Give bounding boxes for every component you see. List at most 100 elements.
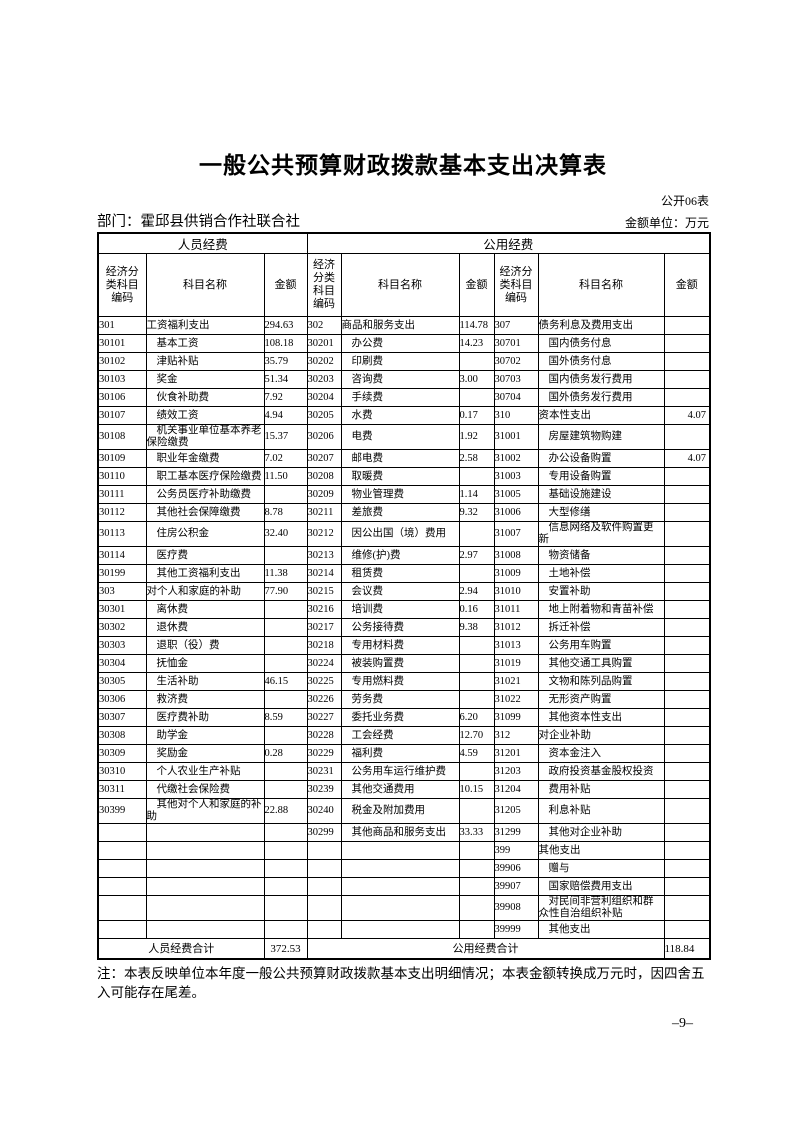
subject-name-cell: 奖励金	[145, 744, 265, 763]
amount-cell	[663, 636, 711, 655]
amount-cell	[263, 485, 308, 504]
subject-name-cell: 基本工资	[145, 334, 265, 353]
subject-name-cell: 伙食补助费	[145, 388, 265, 407]
table-row: 39999 其他支出	[97, 920, 711, 939]
subject-code-cell: 30240	[306, 798, 342, 824]
amount-cell	[458, 762, 495, 781]
subject-code-cell: 30302	[97, 618, 147, 637]
subject-name-cell: 无形资产购置	[537, 690, 665, 709]
amount-cell	[263, 780, 308, 799]
amount-cell: 6.20	[458, 708, 495, 727]
amount-cell	[458, 388, 495, 407]
amount-cell: 294.63	[263, 316, 308, 335]
table-row: 30112 其他社会保障缴费 8.78 30211 差旅费 9.32 31006 大型修缮	[97, 503, 711, 522]
subject-name-cell: 退职（役）费	[145, 636, 265, 655]
subject-name-cell: 个人农业生产补贴	[145, 762, 265, 781]
table-row: 30103 奖金 51.34 30203 咨询费 3.00 30703 国内债务发行费用	[97, 370, 711, 389]
table-row: 30106 伙食补助费 7.92 30204 手续费 30704 国外债务发行费用	[97, 388, 711, 407]
subject-code-cell	[306, 841, 342, 860]
subject-code-cell: 30311	[97, 780, 147, 799]
amount-cell	[263, 546, 308, 565]
public-total-label: 公用经费合计	[306, 938, 665, 960]
amount-cell	[263, 726, 308, 745]
amount-cell: 1.14	[458, 485, 495, 504]
table-row: 301 工资福利支出 294.63 302 商品和服务支出 114.78 307 债务利息及费…	[97, 316, 711, 335]
amount-cell: 8.78	[263, 503, 308, 522]
subject-code-cell: 30206	[306, 424, 342, 450]
subject-name-cell: 土地补偿	[537, 564, 665, 583]
subject-code-cell: 39908	[493, 895, 539, 921]
subject-name-cell: 医疗费	[145, 546, 265, 565]
subject-name-cell: 租赁费	[340, 564, 460, 583]
amount-cell	[458, 564, 495, 583]
table-row: 399 其他支出	[97, 841, 711, 860]
subject-name-cell: 对企业补助	[537, 726, 665, 745]
amount-cell: 2.94	[458, 582, 495, 601]
subject-name-cell: 信息网络及软件购置更新	[537, 521, 665, 547]
amount-cell	[263, 877, 308, 896]
unit-label: 金额单位：万元	[624, 216, 709, 230]
subject-name-cell: 抚恤金	[145, 654, 265, 673]
subject-name-cell: 拆迁补偿	[537, 618, 665, 637]
subject-name-cell: 其他交通工具购置	[537, 654, 665, 673]
amount-cell	[663, 762, 711, 781]
amount-cell	[458, 352, 495, 371]
subject-name-cell: 机关事业单位基本养老保险缴费	[145, 424, 265, 450]
col-header-amount-2: 金额	[458, 253, 495, 317]
subject-name-cell: 被装购置费	[340, 654, 460, 673]
subject-code-cell: 30199	[97, 564, 147, 583]
amount-cell: 32.40	[263, 521, 308, 547]
subject-name-cell: 公务用车运行维护费	[340, 762, 460, 781]
table-row: 30109 职业年金缴费 7.02 30207 邮电费 2.58 31002 办公设备购置 4.…	[97, 449, 711, 468]
subject-name-cell: 工会经费	[340, 726, 460, 745]
subject-name-cell: 国内债务付息	[537, 334, 665, 353]
subject-name-cell: 费用补贴	[537, 780, 665, 799]
amount-cell	[458, 859, 495, 878]
subject-name-cell: 印刷费	[340, 352, 460, 371]
subject-code-cell: 30299	[306, 823, 342, 842]
subject-code-cell: 39906	[493, 859, 539, 878]
subject-name-cell: 其他商品和服务支出	[340, 823, 460, 842]
amount-cell	[663, 546, 711, 565]
subject-name-cell: 奖金	[145, 370, 265, 389]
subject-name-cell: 对民间非营利组织和群众性自治组织补贴	[537, 895, 665, 921]
subject-name-cell: 其他对个人和家庭的补助	[145, 798, 265, 824]
amount-cell	[458, 654, 495, 673]
subject-code-cell: 30102	[97, 352, 147, 371]
subject-code-cell: 30239	[306, 780, 342, 799]
subject-name-cell: 委托业务费	[340, 708, 460, 727]
subject-name-cell: 对个人和家庭的补助	[145, 582, 265, 601]
col-header-code-1: 经济分 类科目 编码	[97, 253, 147, 317]
subject-code-cell: 301	[97, 316, 147, 335]
amount-cell	[663, 582, 711, 601]
amount-cell	[663, 467, 711, 486]
subject-code-cell: 30103	[97, 370, 147, 389]
subject-name-cell: 生活补助	[145, 672, 265, 691]
subject-code-cell: 30224	[306, 654, 342, 673]
subject-code-cell: 31003	[493, 467, 539, 486]
subject-code-cell: 30111	[97, 485, 147, 504]
table-row: 30302 退休费 30217 公务接待费 9.38 31012 拆迁补偿	[97, 618, 711, 637]
subject-name-cell	[340, 859, 460, 878]
personnel-total-label: 人员经费合计	[97, 938, 265, 960]
amount-cell: 14.23	[458, 334, 495, 353]
subject-name-cell: 会议费	[340, 582, 460, 601]
amount-cell	[263, 654, 308, 673]
amount-cell	[458, 636, 495, 655]
department-label: 部门：霍邱县供销合作社联合社	[97, 214, 300, 230]
amount-cell: 33.33	[458, 823, 495, 842]
table-row: 30309 奖励金 0.28 30229 福利费 4.59 31201 资本金注入	[97, 744, 711, 763]
subject-code-cell: 31013	[493, 636, 539, 655]
amount-cell	[663, 708, 711, 727]
subject-name-cell: 取暖费	[340, 467, 460, 486]
subject-code-cell	[97, 859, 147, 878]
subject-code-cell: 39907	[493, 877, 539, 896]
subject-code-cell: 30211	[306, 503, 342, 522]
subject-code-cell	[306, 895, 342, 921]
amount-cell	[663, 388, 711, 407]
amount-cell	[663, 920, 711, 939]
subject-code-cell: 30309	[97, 744, 147, 763]
table-body: 301 工资福利支出 294.63 302 商品和服务支出 114.78 307 债务利息及费…	[97, 316, 711, 939]
table-row: 30114 医疗费 30213 维修(护)费 2.97 31008 物资储备	[97, 546, 711, 565]
subject-code-cell: 30304	[97, 654, 147, 673]
